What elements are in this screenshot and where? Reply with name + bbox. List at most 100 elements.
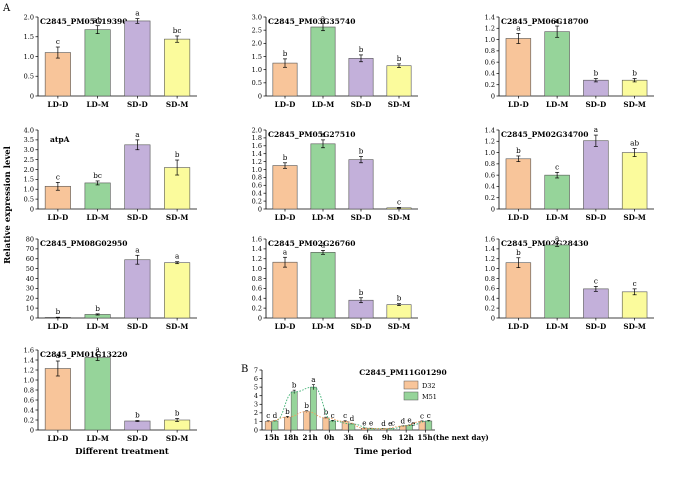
bar-m51 (290, 391, 298, 431)
significance-letter: b (56, 307, 61, 316)
y-tick-label: 5 (254, 383, 258, 391)
y-tick-label: 1.6 (24, 346, 34, 354)
x-category-label: SD-M (166, 100, 189, 109)
y-tick-label: 0.2 (252, 197, 262, 205)
y-tick-label: 1.6 (252, 235, 262, 243)
y-tick-label: 1.2 (252, 255, 262, 263)
y-tick-label: 0.4 (485, 183, 495, 191)
y-tick-label: 1.5 (24, 176, 34, 184)
significance-letter: e (407, 415, 411, 424)
y-tick-label: 0.4 (252, 295, 262, 303)
y-tick-label: 0.6 (485, 58, 495, 66)
bar-ld-m (84, 357, 111, 431)
significance-letter: a (175, 252, 180, 261)
x-category-label: 18h (283, 433, 299, 442)
chart-title: C2845_PM03G35740 (268, 17, 355, 26)
y-tick-label: 4.0 (24, 126, 34, 134)
x-category-label: SD-M (166, 434, 189, 443)
y-tick-label: 0 (254, 426, 258, 434)
x-category-label: LD-M (86, 213, 108, 222)
bar-sd-d (124, 420, 151, 431)
x-axis-label-time: Time period (354, 447, 412, 457)
x-category-label: SD-M (623, 213, 646, 222)
y-tick-label: 1 (254, 418, 258, 426)
significance-letter: e (362, 419, 366, 428)
significance-letter: a (56, 351, 61, 360)
x-category-label: 12h (399, 433, 415, 442)
significance-letter: d (400, 416, 405, 425)
trend-line-m51 (274, 386, 429, 430)
y-tick-label: 0.6 (252, 285, 262, 293)
chart-title: C2845_PM02G26760 (268, 239, 355, 248)
significance-letter: c (555, 162, 559, 171)
y-tick-label: 10 (26, 304, 34, 312)
y-tick-label: 0.2 (24, 416, 34, 424)
bar-sd-m (164, 262, 191, 319)
significance-letter: a (321, 130, 326, 139)
y-tick-label: 1.4 (252, 245, 262, 253)
x-category-label: SD-D (127, 322, 148, 331)
y-tick-label: 1.0 (24, 186, 34, 194)
chart-title: atpA (50, 135, 70, 144)
y-tick-label: 1.4 (24, 356, 34, 364)
x-category-label: LD-D (275, 100, 296, 109)
significance-letter: b (283, 153, 288, 162)
chart-title: C2845_PM05G27510 (268, 130, 355, 139)
significance-letter: c (391, 418, 395, 427)
significance-letter: b (516, 248, 521, 257)
y-tick-label: 1.4 (485, 13, 495, 21)
significance-letter: bc (93, 171, 102, 180)
y-tick-label: 1.2 (24, 366, 34, 374)
x-category-label: LD-M (312, 213, 334, 222)
significance-letter: c (266, 411, 270, 420)
y-tick-label: 1.6 (252, 142, 262, 150)
y-tick-label: 1.2 (252, 158, 262, 166)
y-tick-label: 0.8 (485, 47, 495, 55)
significance-letter: a (555, 16, 560, 25)
significance-letter: d (381, 419, 386, 428)
significance-letter: b (324, 408, 329, 417)
x-category-label: SD-D (585, 213, 606, 222)
y-tick-label: 6 (254, 375, 258, 383)
y-tick-label: 20 (26, 295, 34, 303)
bar-ld-d (44, 368, 71, 431)
chart-title: C2845_PM11G01290 (359, 368, 446, 377)
x-category-label: LD-M (86, 434, 108, 443)
significance-letter: b (397, 54, 402, 63)
significance-letter: c (594, 276, 598, 285)
significance-letter: c (420, 411, 424, 420)
x-category-label: LD-M (86, 322, 108, 331)
y-tick-label: 0.8 (252, 275, 262, 283)
significance-letter: a (135, 130, 140, 139)
bar-d32 (341, 421, 349, 431)
y-tick-label: 3.0 (24, 146, 34, 154)
significance-letter: d (350, 414, 355, 423)
trend-line-d32 (268, 411, 423, 430)
y-tick-label: 0 (491, 92, 495, 100)
y-tick-label: 7 (254, 366, 258, 374)
y-tick-label: 1.0 (252, 265, 262, 273)
significance-letter: c (427, 411, 431, 420)
bar-m51 (310, 386, 317, 431)
bar-d32 (399, 425, 407, 431)
y-tick-label: 0.6 (24, 396, 34, 404)
y-tick-label: 2.5 (252, 26, 262, 34)
y-tick-label: 0.5 (24, 73, 34, 81)
chart-title: C2845_PM06G18700 (501, 17, 588, 26)
chart-title: C2845_PM02G34700 (501, 130, 588, 139)
significance-letter: b (359, 146, 364, 155)
y-tick-label: 0.4 (485, 295, 495, 303)
x-category-label: LD-D (508, 213, 529, 222)
significance-letter: b (135, 411, 140, 420)
bar-sd-m (386, 65, 412, 97)
bar-d32 (284, 416, 291, 431)
significance-letter: a (321, 13, 326, 22)
x-category-label: SD-D (585, 100, 606, 109)
bar-sd-m (164, 38, 191, 97)
significance-letter: b (175, 409, 180, 418)
bar-sd-d (583, 79, 609, 97)
y-tick-label: 70 (26, 245, 34, 253)
significance-letter: a (321, 240, 326, 249)
y-tick-label: 0.8 (24, 386, 34, 394)
